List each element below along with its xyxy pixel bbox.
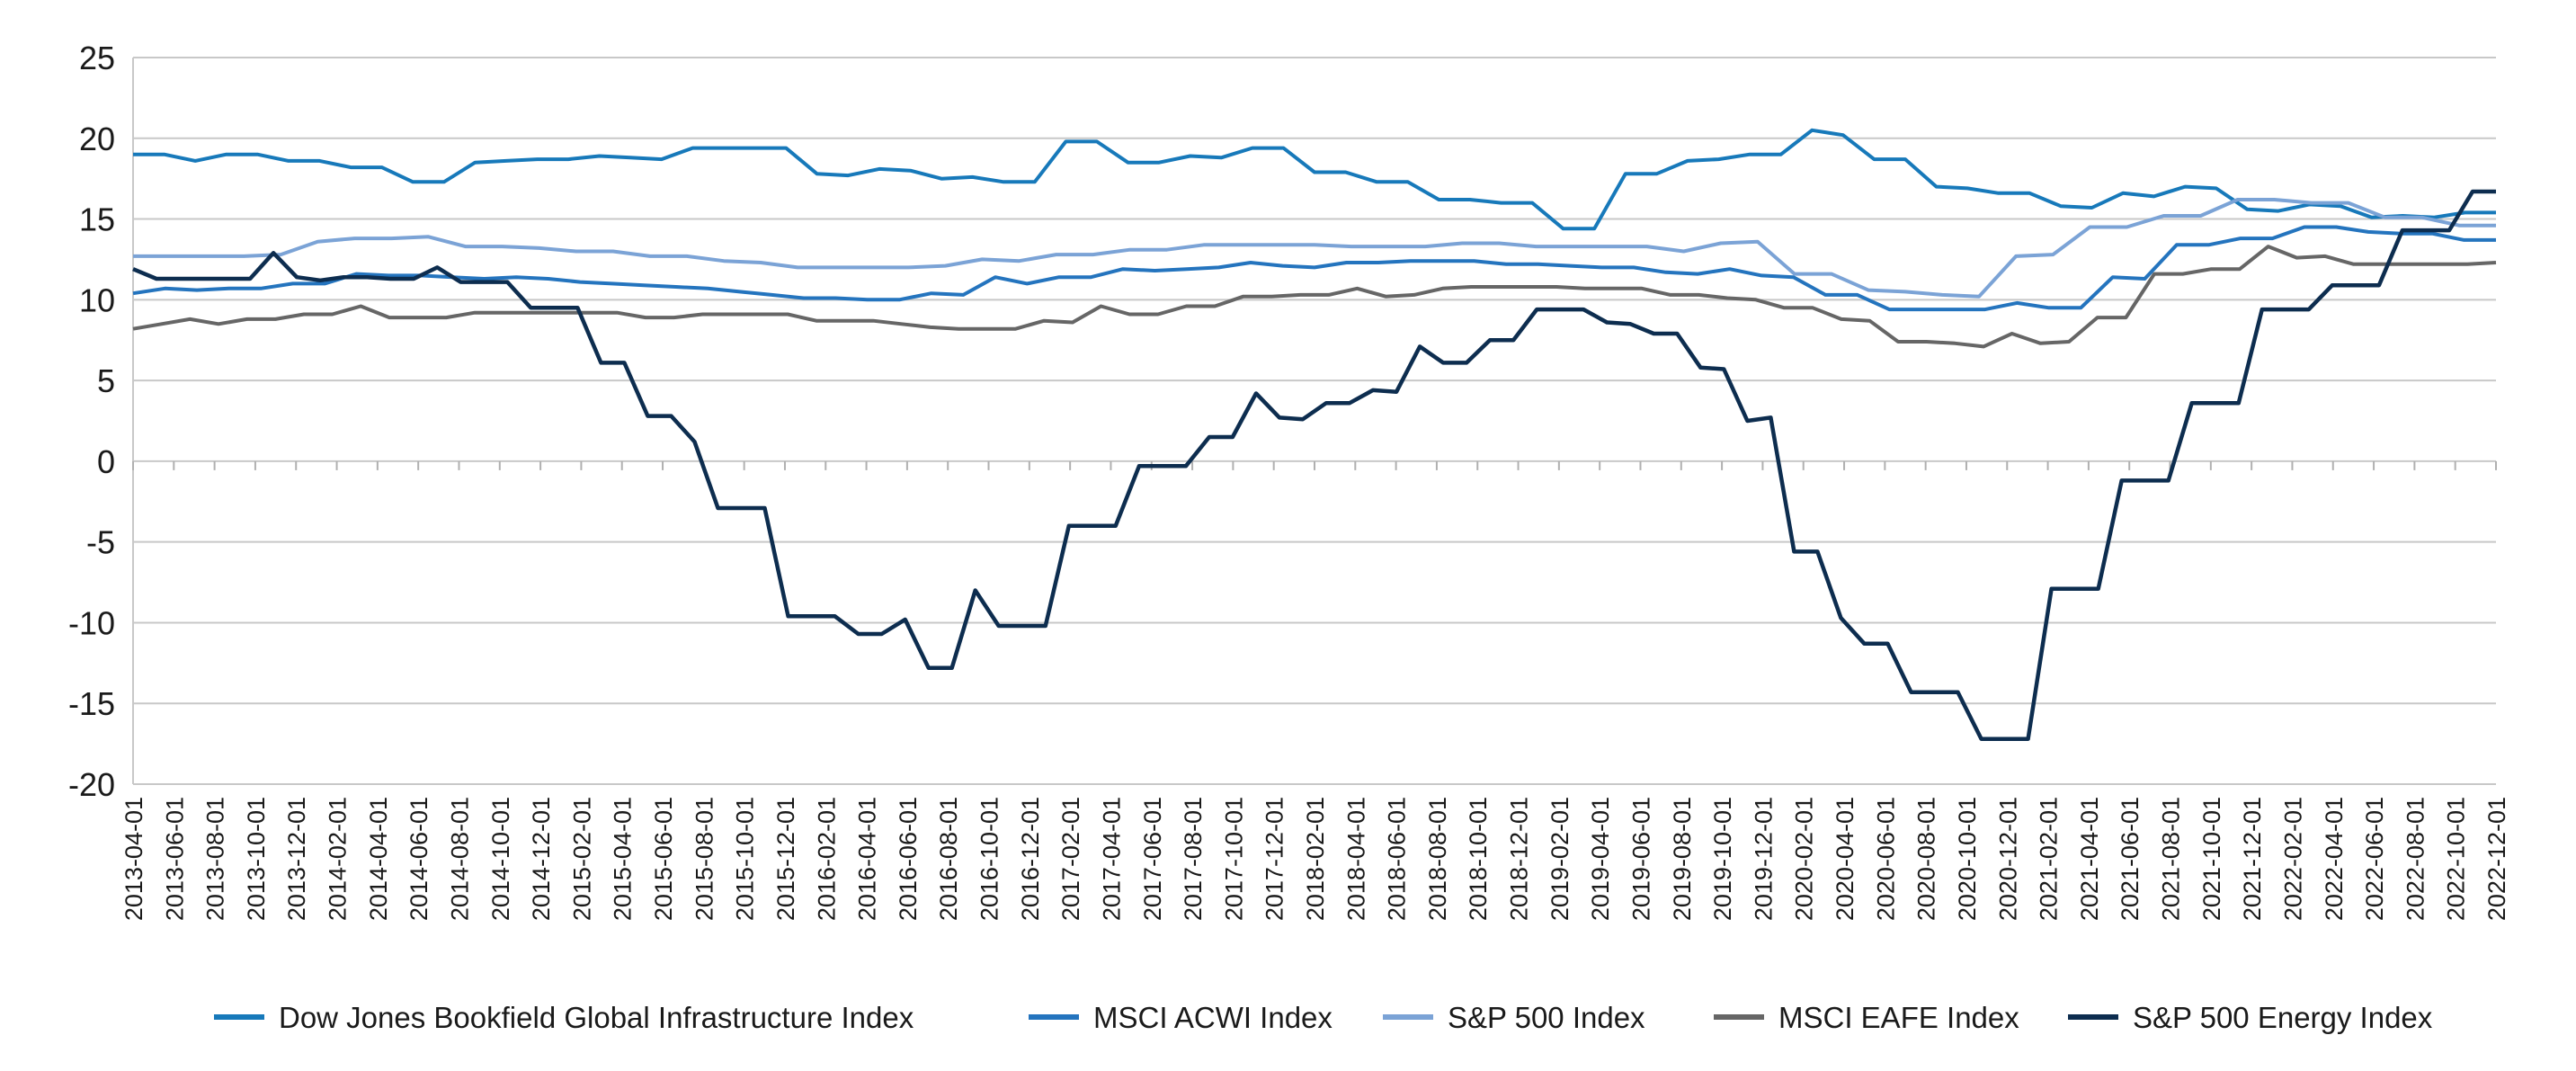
series-line-2 (133, 198, 2496, 299)
x-tick-label: 2015-04-01 (610, 797, 637, 921)
legend: Dow Jones Bookfield Global Infrastructur… (214, 1001, 2433, 1034)
x-tick-label: 2013-06-01 (161, 797, 188, 921)
x-tick-label: 2017-10-01 (1220, 797, 1247, 921)
y-tick-label: -15 (68, 685, 115, 722)
x-tick-label: 2018-06-01 (1384, 797, 1411, 921)
series-line-3 (132, 245, 2497, 349)
x-tick-label: 2013-10-01 (243, 797, 270, 921)
x-tick-label: 2021-02-01 (2036, 797, 2063, 921)
x-tick-label: 2022-06-01 (2361, 797, 2388, 921)
x-axis: 2013-04-01 2013-06-01 2013-08-01 2013-10-01… (120, 460, 2510, 921)
x-tick-label: 2020-06-01 (1872, 797, 1899, 921)
x-tick-label: 2019-10-01 (1709, 797, 1736, 921)
x-tick-label: 2017-06-01 (1139, 797, 1166, 921)
legend-label: MSCI ACWI Index (1093, 1001, 1333, 1034)
x-tick-label: 2020-08-01 (1913, 797, 1940, 921)
x-tick-label: 2014-10-01 (487, 797, 514, 921)
x-tick-label: 2016-10-01 (976, 797, 1003, 921)
x-tick-label: 2020-10-01 (1954, 797, 1981, 921)
x-tick-label: 2016-04-01 (854, 797, 881, 921)
x-tick-label: 2017-02-01 (1057, 797, 1084, 921)
x-tick-label: 2014-04-01 (365, 797, 392, 921)
x-tick-label: 2015-12-01 (772, 797, 799, 921)
x-tick-label: 2015-02-01 (568, 797, 595, 921)
series-line-4 (132, 189, 2496, 741)
y-tick-label: 25 (79, 40, 115, 76)
x-tick-label: 2015-08-01 (691, 797, 718, 921)
series-line-0 (133, 128, 2496, 231)
legend-label: MSCI EAFE Index (1778, 1001, 2019, 1034)
x-tick-label: 2016-06-01 (895, 797, 922, 921)
x-tick-label: 2019-02-01 (1546, 797, 1573, 921)
series-lines (132, 128, 2497, 741)
x-tick-label: 2018-02-01 (1302, 797, 1329, 921)
x-tick-label: 2022-12-01 (2483, 797, 2510, 921)
x-tick-label: 2022-04-01 (2321, 797, 2348, 921)
x-tick-label: 2020-02-01 (1791, 797, 1818, 921)
x-tick-label: 2020-12-01 (1994, 797, 2021, 921)
x-tick-label: 2014-02-01 (325, 797, 352, 921)
legend-label: Dow Jones Bookfield Global Infrastructur… (279, 1001, 914, 1034)
x-tick-label: 2021-04-01 (2076, 797, 2103, 921)
x-tick-label: 2022-02-01 (2279, 797, 2306, 921)
x-tick-label: 2019-06-01 (1627, 797, 1654, 921)
x-tick-label: 2013-04-01 (120, 797, 147, 921)
x-tick-label: 2014-12-01 (528, 797, 555, 921)
y-tick-label: 5 (97, 362, 115, 399)
x-tick-label: 2022-08-01 (2402, 797, 2429, 921)
x-tick-label: 2018-12-01 (1506, 797, 1533, 921)
x-tick-label: 2017-12-01 (1261, 797, 1288, 921)
y-tick-label: 20 (79, 120, 115, 157)
x-tick-label: 2016-02-01 (813, 797, 840, 921)
x-tick-label: 2021-12-01 (2239, 797, 2266, 921)
x-tick-label: 2015-06-01 (650, 797, 677, 921)
x-tick-label: 2015-10-01 (732, 797, 759, 921)
x-tick-label: 2019-08-01 (1669, 797, 1696, 921)
legend-label: S&P 500 Energy Index (2133, 1001, 2433, 1034)
x-tick-label: 2016-08-01 (935, 797, 962, 921)
x-tick-label: 2021-06-01 (2117, 797, 2144, 921)
x-tick-label: 2018-04-01 (1342, 797, 1369, 921)
legend-label: S&P 500 Index (1448, 1001, 1645, 1034)
x-tick-label: 2017-08-01 (1180, 797, 1207, 921)
x-tick-label: 2014-08-01 (446, 797, 473, 921)
y-tick-label: -5 (86, 524, 115, 561)
grid-lines (132, 57, 2496, 785)
y-axis: 25 20 15 10 5 0 -5 -10 -15 -20 (68, 40, 115, 803)
y-tick-label: 10 (79, 281, 115, 318)
x-tick-label: 2017-04-01 (1098, 797, 1125, 921)
x-tick-label: 2020-04-01 (1832, 797, 1858, 921)
x-tick-label: 2018-08-01 (1424, 797, 1451, 921)
series-line-1 (132, 225, 2496, 312)
x-tick-label: 2021-10-01 (2198, 797, 2225, 921)
x-tick-label: 2016-12-01 (1017, 797, 1044, 921)
x-tick-label: 2018-10-01 (1465, 797, 1492, 921)
x-tick-label: 2014-06-01 (406, 797, 432, 921)
x-tick-label: 2013-12-01 (283, 797, 310, 921)
x-tick-label: 2021-08-01 (2158, 797, 2185, 921)
x-tick-label: 2019-04-01 (1587, 797, 1614, 921)
y-tick-label: -10 (68, 604, 115, 641)
y-tick-label: 15 (79, 201, 115, 238)
x-tick-label: 2013-08-01 (202, 797, 229, 921)
y-tick-label: 0 (97, 443, 115, 480)
y-tick-label: -20 (68, 766, 115, 803)
x-tick-label: 2019-12-01 (1750, 797, 1777, 921)
x-tick-label: 2022-10-01 (2443, 797, 2470, 921)
